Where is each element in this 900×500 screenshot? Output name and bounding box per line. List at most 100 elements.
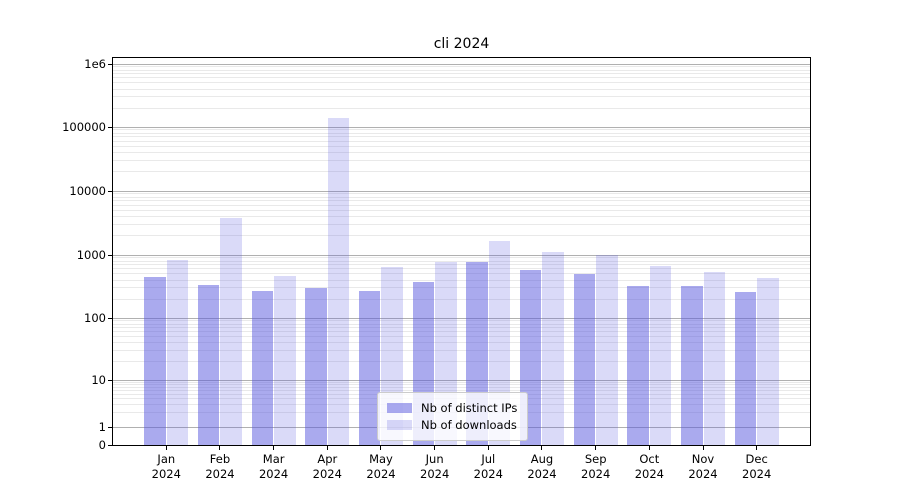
x-tick-month: Oct — [639, 452, 660, 466]
x-tick-year: 2024 — [151, 467, 181, 481]
y-tick-mark — [108, 254, 112, 256]
bar-jan-downloads — [166, 260, 189, 445]
x-tick-year: 2024 — [366, 467, 396, 481]
x-tick-mark — [487, 446, 489, 450]
minor-gridline — [113, 260, 810, 262]
x-tick-year: 2024 — [473, 467, 503, 481]
bar-jan-distinct-ips — [144, 276, 166, 445]
y-tick-label: 0 — [98, 438, 106, 452]
x-tick-mark — [434, 446, 436, 450]
x-tick-label: Oct 2024 — [619, 452, 679, 482]
x-tick-year: 2024 — [420, 467, 450, 481]
y-tick-mark — [108, 190, 112, 192]
y-tick-label: 1e6 — [84, 57, 106, 71]
minor-gridline — [113, 273, 810, 275]
x-tick-year: 2024 — [527, 467, 557, 481]
bar-oct-downloads — [649, 265, 672, 445]
minor-gridline — [113, 129, 810, 131]
bar-aug-downloads — [542, 252, 564, 445]
minor-gridline — [113, 88, 810, 90]
bar-mar-distinct-ips — [251, 290, 274, 445]
minor-gridline — [113, 140, 810, 142]
x-tick-mark — [702, 446, 704, 450]
bar-apr-distinct-ips — [305, 287, 327, 445]
bar-dec-distinct-ips — [734, 291, 757, 445]
minor-gridline — [113, 327, 810, 329]
x-tick-label: Aug 2024 — [512, 452, 572, 482]
plot-area — [112, 57, 811, 446]
x-tick-label: Apr 2024 — [297, 452, 357, 482]
y-tick-mark — [108, 426, 112, 428]
x-tick-label: Sep 2024 — [566, 452, 626, 482]
x-tick-label: Feb 2024 — [190, 452, 250, 482]
x-tick-mark — [756, 446, 758, 450]
x-tick-year: 2024 — [581, 467, 611, 481]
minor-gridline — [113, 331, 810, 333]
x-tick-month: Jun — [425, 452, 444, 466]
y-tick-mark — [108, 379, 112, 381]
bar-feb-downloads — [220, 217, 242, 445]
major-gridline — [113, 379, 810, 381]
minor-gridline — [113, 342, 810, 344]
bar-sep-downloads — [596, 255, 618, 445]
y-tick-mark — [108, 63, 112, 65]
minor-gridline — [113, 386, 810, 388]
minor-gridline — [113, 279, 810, 281]
x-tick-mark — [326, 446, 328, 450]
bar-may-distinct-ips — [358, 290, 381, 445]
x-tick-month: May — [369, 452, 393, 466]
x-tick-year: 2024 — [688, 467, 718, 481]
legend-swatch-downloads — [387, 420, 412, 430]
x-tick-month: Jan — [157, 452, 176, 466]
x-tick-month: Sep — [584, 452, 607, 466]
minor-gridline — [113, 209, 810, 211]
x-tick-month: Aug — [530, 452, 554, 466]
minor-gridline — [113, 204, 810, 206]
y-tick-mark — [108, 126, 112, 128]
minor-gridline — [113, 298, 810, 300]
minor-gridline — [113, 77, 810, 79]
x-tick-mark — [219, 446, 221, 450]
x-tick-mark — [273, 446, 275, 450]
minor-gridline — [113, 96, 810, 98]
x-tick-month: Feb — [209, 452, 231, 466]
minor-gridline — [113, 384, 810, 386]
y-tick-label: 10000 — [69, 184, 106, 198]
y-tick-mark — [108, 317, 112, 319]
minor-gridline — [113, 193, 810, 195]
x-tick-month: Jul — [481, 452, 496, 466]
x-tick-month: Dec — [745, 452, 768, 466]
minor-gridline — [113, 73, 810, 75]
major-gridline — [113, 190, 810, 192]
legend-swatch-distinct-ips — [387, 403, 412, 413]
bar-dec-downloads — [757, 278, 779, 445]
minor-gridline — [113, 336, 810, 338]
x-tick-month: Mar — [262, 452, 285, 466]
minor-gridline — [113, 235, 810, 237]
chart-title: cli 2024 — [433, 36, 490, 52]
x-tick-label: Jul 2024 — [458, 452, 518, 482]
minor-gridline — [113, 215, 810, 217]
y-tick-label: 100000 — [62, 120, 106, 134]
y-tick-label: 1 — [98, 420, 106, 434]
x-tick-label: May 2024 — [351, 452, 411, 482]
x-tick-label: Dec 2024 — [727, 452, 787, 482]
x-tick-mark — [380, 446, 382, 450]
minor-gridline — [113, 171, 810, 173]
bar-sep-distinct-ips — [573, 273, 596, 445]
minor-gridline — [113, 159, 810, 161]
minor-gridline — [113, 349, 810, 351]
minor-gridline — [113, 381, 810, 383]
bar-nov-downloads — [703, 272, 725, 445]
x-tick-mark — [541, 446, 543, 450]
x-tick-mark — [165, 446, 167, 450]
bar-mar-downloads — [274, 275, 296, 445]
legend-label: Nb of distinct IPs — [421, 401, 518, 415]
minor-gridline — [113, 66, 810, 68]
minor-gridline — [113, 223, 810, 225]
y-tick-label: 1000 — [76, 248, 106, 262]
x-tick-label: Nov 2024 — [673, 452, 733, 482]
minor-gridline — [113, 69, 810, 71]
minor-gridline — [113, 389, 810, 391]
